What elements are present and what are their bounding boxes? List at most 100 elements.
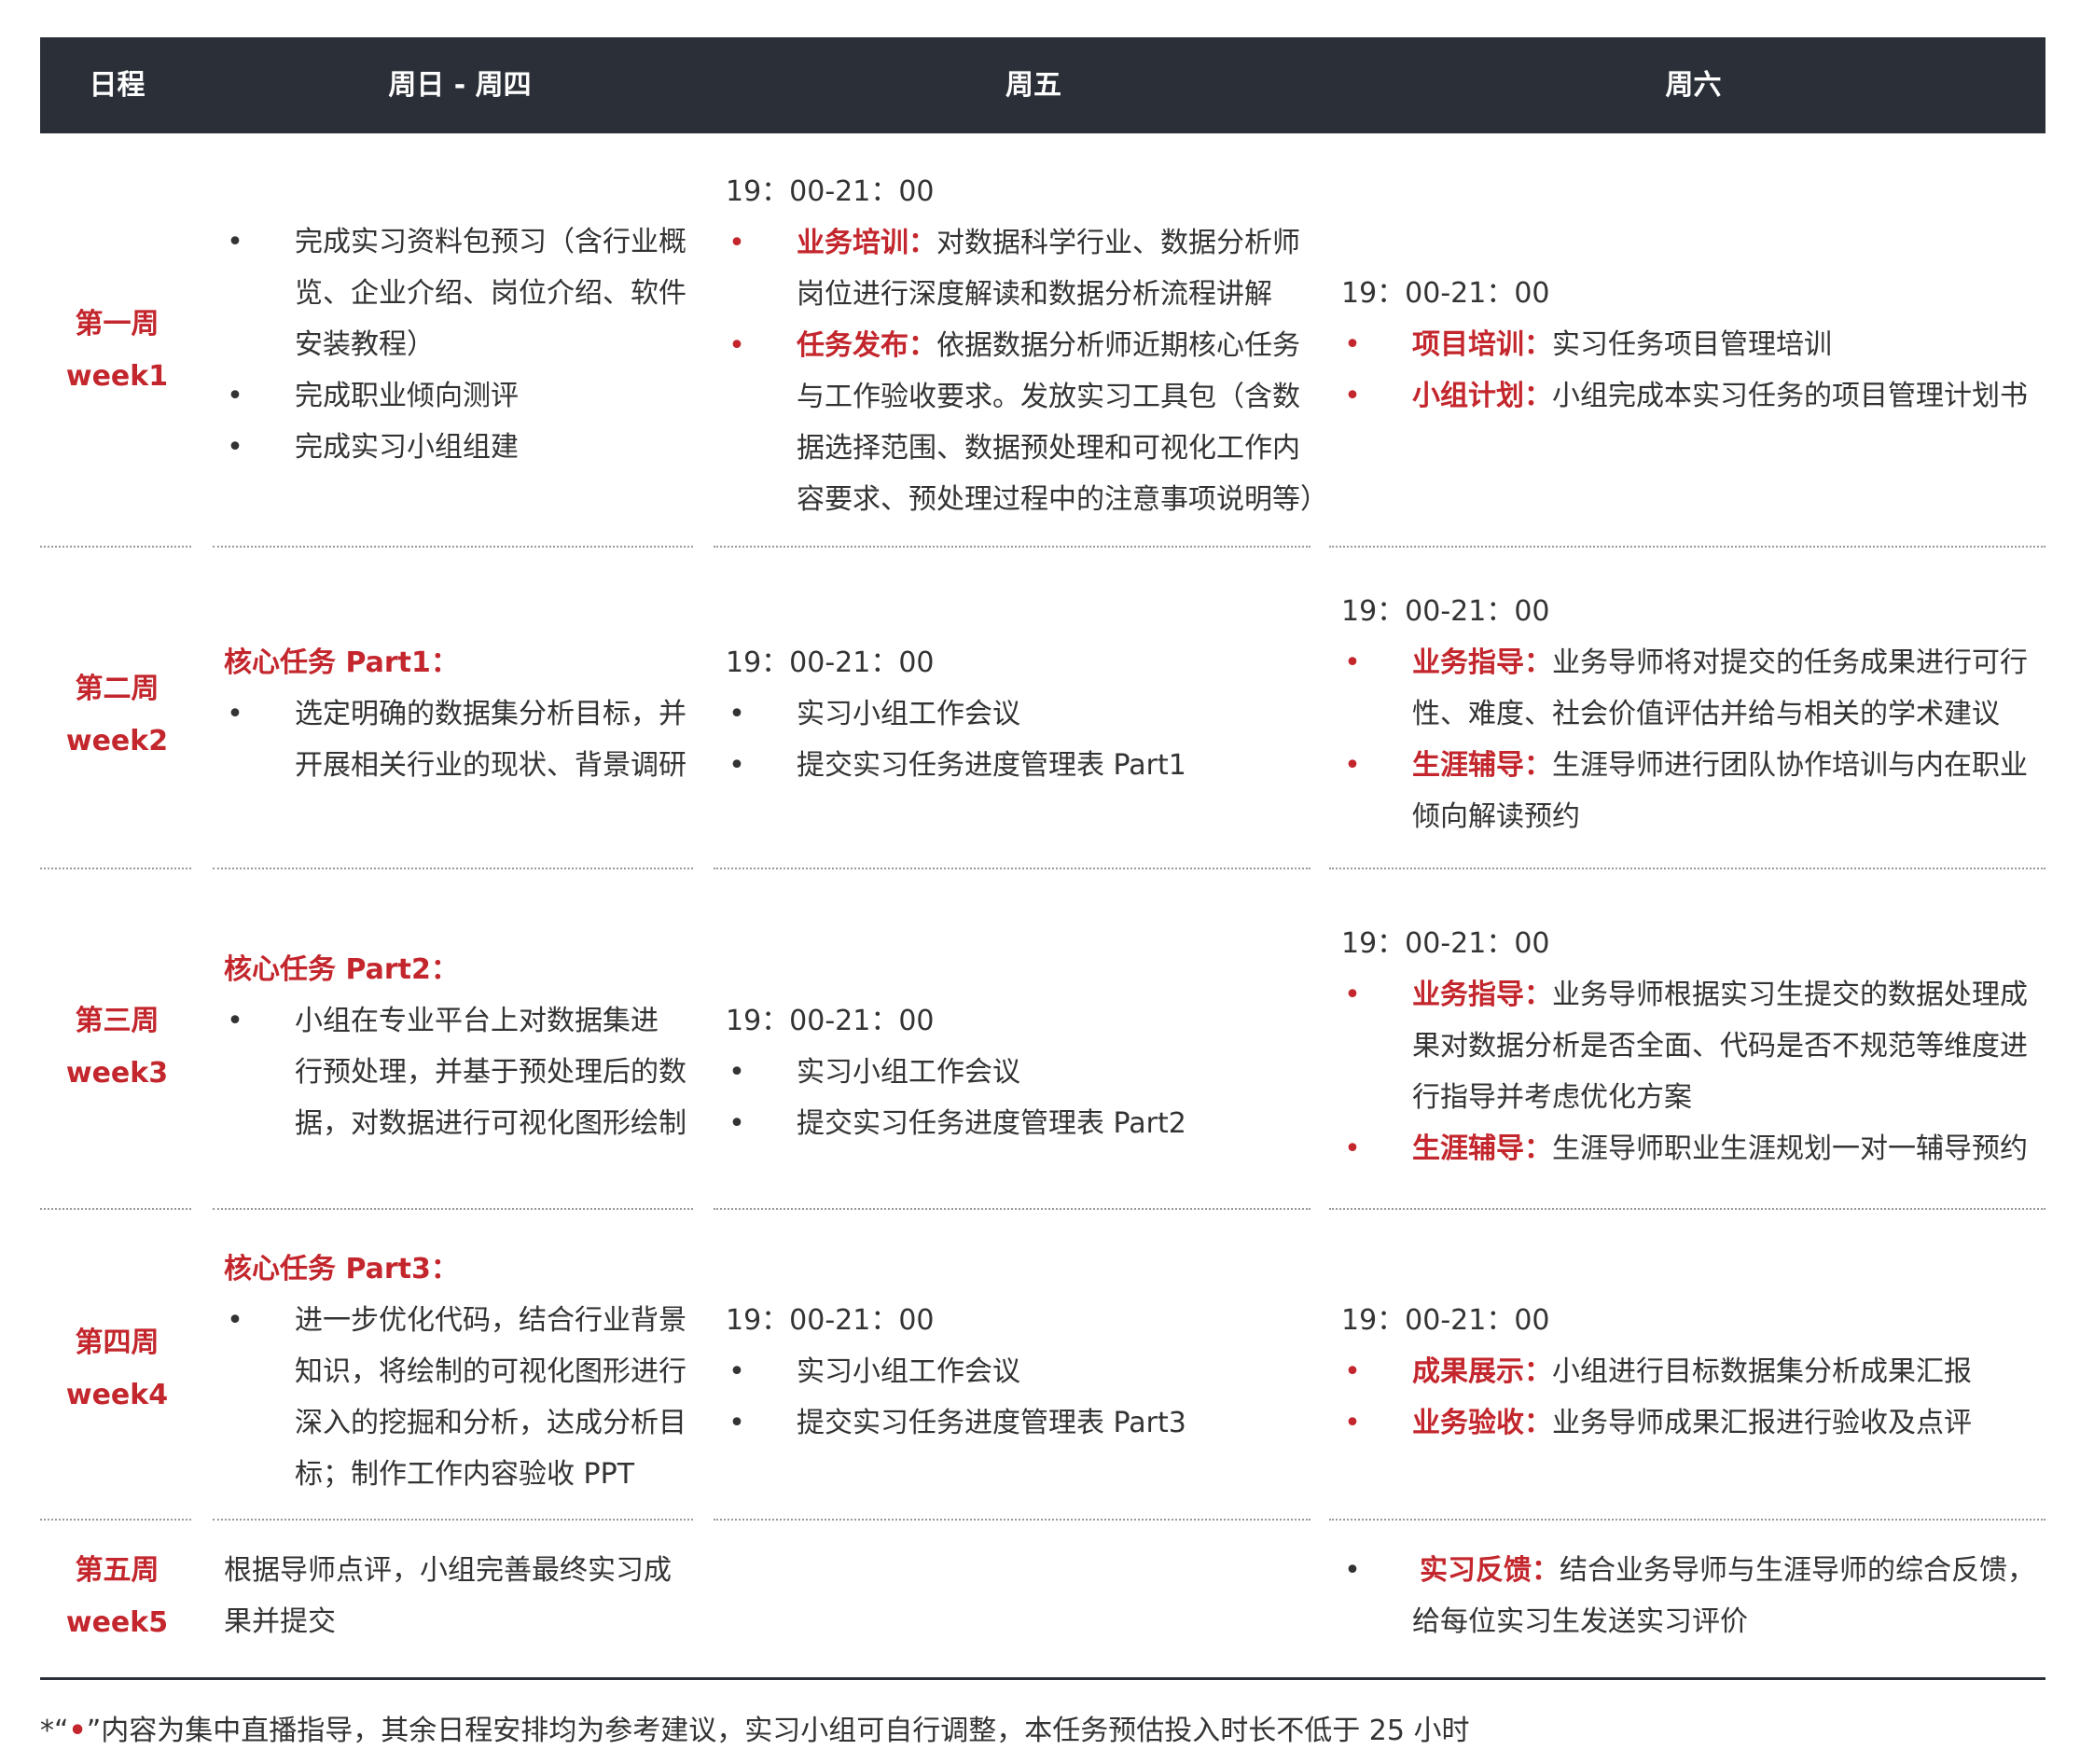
row-divider: [714, 1519, 1310, 1521]
row-divider: [1329, 868, 2045, 869]
text-line: 倾向解读预约: [1412, 800, 1580, 833]
text-line: 对数据科学行业、数据分析师: [936, 227, 1300, 259]
time-range: 19：00-21：00: [726, 1005, 935, 1037]
list-item: • 生涯辅导：生涯导师职业生涯规划一对一辅导预约: [1341, 1123, 2045, 1174]
bullet-icon: •: [227, 226, 243, 258]
list-item: • 小组计划：小组完成本实习任务的项目管理计划书: [1341, 370, 2045, 422]
sat-cell: 19：00-21：00 • 成果展示：小组进行目标数据集分析成果汇报 • 业务验…: [1341, 1295, 2045, 1449]
item-label: 业务验收：: [1412, 1407, 1552, 1439]
text-line: 小组在专业平台上对数据集进: [295, 1005, 659, 1037]
list-item: • 提交实习任务进度管理表 Part2: [726, 1098, 1341, 1149]
list-item: • 提交实习任务进度管理表 Part1: [726, 740, 1341, 791]
text-line: 完成实习小组组建: [295, 431, 519, 464]
week-cn: 第五周: [75, 1554, 159, 1587]
text-line: 实习小组工作会议: [797, 1355, 1020, 1388]
live-bullet-icon: •: [1344, 979, 1361, 1011]
text-line: 业务导师将对提交的任务成果进行可行: [1552, 646, 2028, 679]
week-en: week5: [65, 1606, 169, 1639]
week-en: week3: [65, 1057, 169, 1090]
sun-thu-cell: 核心任务 Part1： • 选定明确的数据集分析目标，并 开展相关行业的现状、背…: [224, 637, 718, 791]
text-line: 根据导师点评，小组完善最终实习成: [224, 1554, 672, 1587]
list-item: • 成果展示：小组进行目标数据集分析成果汇报: [1341, 1346, 2045, 1397]
text-line: 完成实习资料包预习（含行业概: [295, 226, 686, 258]
text-line: 业务导师根据实习生提交的数据处理成: [1552, 979, 2028, 1011]
core-task-title: 核心任务 Part1：: [224, 646, 459, 679]
core-task-title: 核心任务 Part3：: [224, 1253, 459, 1285]
header-sun-thu: 周日 - 周四: [388, 69, 532, 102]
time-range: 19：00-21：00: [1341, 277, 1550, 310]
text-line: 行预处理，并基于预处理后的数: [295, 1056, 686, 1089]
week-cn: 第一周: [75, 308, 159, 340]
text-line: 与工作验收要求。发放实习工具包（含数: [797, 381, 1300, 413]
text-line: 结合业务导师与生涯导师的综合反馈，: [1560, 1554, 2035, 1587]
row-divider: [40, 546, 191, 548]
list-item: • 选定明确的数据集分析目标，并 开展相关行业的现状、背景调研: [224, 688, 718, 791]
text-line: 果对数据分析是否全面、代码是否不规范等维度进: [1412, 1030, 2028, 1063]
week-label: 第二周 week2: [40, 663, 194, 768]
row-divider: [714, 1208, 1310, 1210]
bullet-icon: •: [728, 1107, 745, 1140]
text-line: 小组完成本实习任务的项目管理计划书: [1552, 380, 2028, 412]
text-line: 生涯导师进行团队协作培训与内在职业: [1552, 749, 2028, 782]
table-row-week2: 第二周 week2 核心任务 Part1： • 选定明确的数据集分析目标，并 开…: [40, 560, 2045, 868]
bullet-icon: •: [227, 698, 243, 730]
row-divider: [213, 1208, 693, 1210]
list-item: • 实习小组工作会议: [726, 1346, 1186, 1397]
row-divider: [1329, 1208, 2045, 1210]
row-divider: [714, 546, 1310, 548]
list-item: • 业务培训：对数据科学行业、数据分析师 岗位进行深度解读和数据分析流程讲解: [726, 217, 1341, 320]
item-label: 生涯辅导：: [1412, 1132, 1552, 1165]
row-divider: [714, 868, 1310, 869]
fri-cell: 19：00-21：00 • 实习小组工作会议 • 提交实习任务进度管理表 Par…: [726, 995, 1341, 1149]
list-item: • 任务发布：依据数据分析师近期核心任务 与工作验收要求。发放实习工具包（含数 …: [726, 320, 1341, 525]
item-label: 成果展示：: [1412, 1355, 1552, 1388]
week-cn: 第三周: [75, 1005, 159, 1037]
time-range: 19：00-21：00: [726, 646, 935, 679]
text-line: 实习小组工作会议: [797, 698, 1020, 730]
time-range: 19：00-21：00: [726, 1304, 935, 1337]
week-cn: 第二周: [75, 673, 159, 705]
item-label: 业务指导：: [1412, 979, 1552, 1011]
row-divider: [40, 868, 191, 869]
text-line: 完成职业倾向测评: [295, 380, 519, 412]
fri-cell: 19：00-21：00 • 实习小组工作会议 • 提交实习任务进度管理表 Par…: [726, 637, 1341, 791]
time-range: 19：00-21：00: [1341, 927, 1550, 960]
live-bullet-icon: •: [1344, 1407, 1361, 1439]
row-divider: [213, 1519, 693, 1521]
table-row-week3: 第三周 week3 核心任务 Part2： • 小组在专业平台上对数据集进 行预…: [40, 886, 2045, 1203]
bullet-icon: •: [227, 1005, 243, 1037]
text-line: 进一步优化代码，结合行业背景: [295, 1304, 686, 1337]
footnote-text: ”内容为集中直播指导，其余日程安排均为参考建议，实习小组可自行调整，本任务预估投…: [86, 1715, 1470, 1747]
sun-thu-cell: 根据导师点评，小组完善最终实习成 果并提交: [224, 1545, 718, 1647]
text-line: 实习小组工作会议: [797, 1056, 1020, 1089]
text-line: 选定明确的数据集分析目标，并: [295, 698, 686, 730]
live-bullet-icon: •: [1344, 749, 1361, 782]
item-label: 业务指导：: [1412, 646, 1552, 679]
item-label: 业务培训：: [797, 227, 936, 259]
live-bullet-icon: •: [68, 1715, 87, 1747]
sun-thu-cell: 核心任务 Part3： • 进一步优化代码，结合行业背景 知识，将绘制的可视化图…: [224, 1243, 718, 1500]
item-label: 任务发布：: [797, 329, 936, 362]
list-item: • 进一步优化代码，结合行业背景 知识，将绘制的可视化图形进行 深入的挖掘和分析…: [224, 1295, 718, 1500]
bullet-icon: •: [227, 1304, 243, 1337]
footnote: *“•”内容为集中直播指导，其余日程安排均为参考建议，实习小组可自行调整，本任务…: [40, 1705, 1470, 1757]
sat-cell: 19：00-21：00 • 业务指导：业务导师根据实习生提交的数据处理成 果对数…: [1341, 918, 2045, 1174]
sat-cell: • 实习反馈：结合业务导师与生涯导师的综合反馈， 给每位实习生发送实习评价: [1341, 1545, 2045, 1647]
week-en: week1: [65, 360, 169, 393]
fri-cell: 19：00-21：00 • 实习小组工作会议 • 提交实习任务进度管理表 Par…: [726, 1295, 1186, 1449]
header-schedule: 日程: [89, 69, 146, 102]
time-range: 19：00-21：00: [1341, 1304, 1550, 1337]
list-item: • 业务指导：业务导师根据实习生提交的数据处理成 果对数据分析是否全面、代码是否…: [1341, 969, 2045, 1123]
row-divider: [1329, 1519, 2045, 1521]
live-bullet-icon: •: [1344, 646, 1361, 679]
week-label: 第五周 week5: [40, 1545, 194, 1649]
live-bullet-icon: •: [1344, 328, 1361, 361]
list-item: • 实习小组工作会议: [726, 1047, 1341, 1098]
text-line: 安装教程）: [295, 328, 435, 361]
text-line: 岗位进行深度解读和数据分析流程讲解: [797, 278, 1272, 311]
list-item: • 实习反馈：结合业务导师与生涯导师的综合反馈，: [1341, 1545, 2045, 1596]
week-label: 第四周 week4: [40, 1317, 194, 1422]
sat-cell: 19：00-21：00 • 项目培训：实习任务项目管理培训 • 小组计划：小组完…: [1341, 268, 2045, 422]
text-line: 提交实习任务进度管理表 Part1: [797, 749, 1186, 782]
